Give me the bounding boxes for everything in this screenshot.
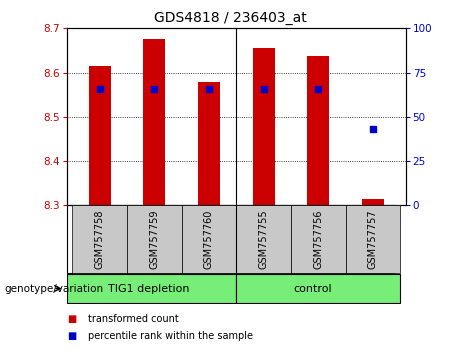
Text: control: control [294,284,332,293]
Text: percentile rank within the sample: percentile rank within the sample [88,331,253,341]
Text: GDS4818 / 236403_at: GDS4818 / 236403_at [154,11,307,25]
Bar [236,274,400,303]
Text: transformed count: transformed count [88,314,178,324]
Bar [236,205,291,273]
Text: TIG1 depletion: TIG1 depletion [108,284,189,293]
Bar [198,82,220,205]
Bar [67,274,236,303]
Bar [127,205,182,273]
Bar [89,66,111,205]
Text: ■: ■ [67,331,76,341]
Text: GSM757757: GSM757757 [368,209,378,269]
Text: GSM757760: GSM757760 [204,209,214,269]
Text: GSM757759: GSM757759 [149,209,160,269]
Text: genotype/variation: genotype/variation [5,284,104,293]
Text: GSM757758: GSM757758 [95,209,105,269]
Bar [307,56,329,205]
Bar [182,205,236,273]
Bar [346,205,400,273]
Text: ■: ■ [67,314,76,324]
Bar [253,48,274,205]
Bar [143,39,165,205]
Bar [291,205,346,273]
Bar [362,199,384,205]
Text: GSM757756: GSM757756 [313,209,323,269]
Bar [72,205,127,273]
Text: GSM757755: GSM757755 [259,209,269,269]
